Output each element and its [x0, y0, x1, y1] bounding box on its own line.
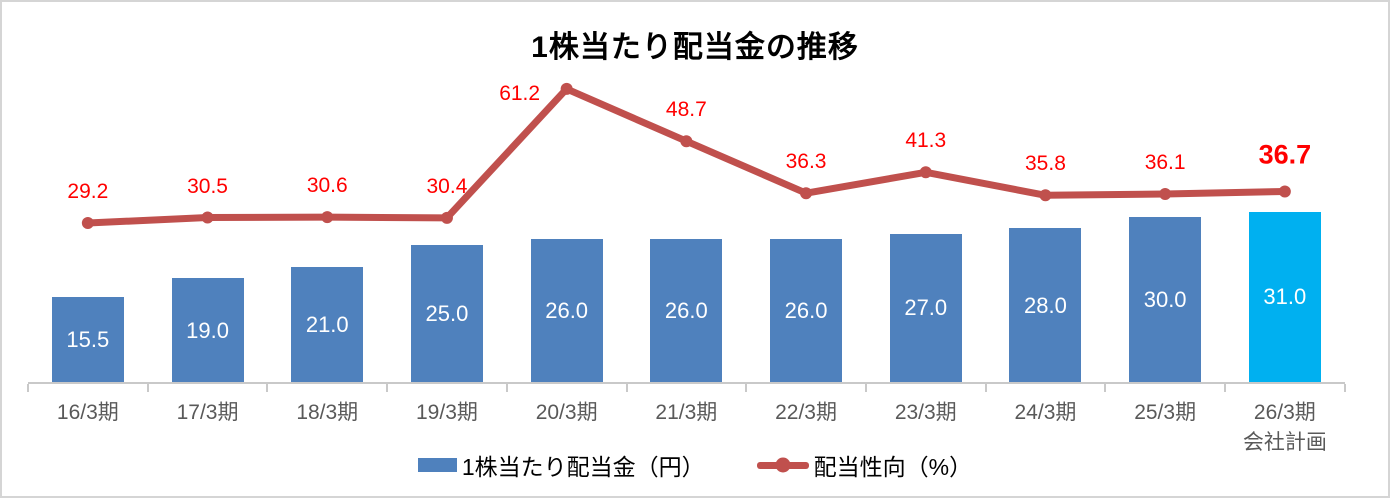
line-point-marker: [440, 211, 453, 224]
x-axis-label-17/3期: 17/3期: [176, 401, 239, 424]
bar-value-label: 26.0: [784, 298, 828, 324]
legend-item-line: 配当性向（%）: [756, 448, 973, 482]
x-axis-label-18/3期: 18/3期: [296, 401, 359, 424]
line-point-marker: [560, 82, 573, 95]
line-point-marker: [1039, 189, 1052, 202]
x-axis-tick: [864, 384, 867, 392]
x-axis-tick: [27, 384, 29, 392]
line-value-label: 48.7: [665, 98, 707, 122]
x-axis-label-25/3期: 25/3期: [1134, 401, 1197, 424]
legend: 1株当たり配当金（円） 配当性向（%）: [2, 448, 1388, 482]
line-value-label: 30.4: [426, 174, 468, 198]
bar-25/3期: [1129, 217, 1202, 383]
bar-value-label: 19.0: [186, 317, 229, 343]
x-axis-tick: [146, 384, 149, 392]
line-point-marker: [1278, 185, 1291, 198]
bar-value-label: 15.5: [66, 327, 110, 353]
bar-value-label: 28.0: [1024, 292, 1067, 318]
x-axis-label-23/3期: 23/3期: [894, 401, 957, 424]
line-value-label: 36.1: [1144, 151, 1186, 175]
bar-value-label: 30.0: [1143, 287, 1187, 313]
x-axis-tick: [266, 384, 269, 392]
legend-label-bar: 1株当たり配当金（円）: [461, 454, 705, 480]
line-value-label: 61.2: [499, 81, 541, 105]
x-axis-tick: [505, 384, 508, 392]
line-value-label: 30.6: [306, 174, 348, 198]
line-swatch-icon: [756, 457, 809, 473]
x-axis-line: [28, 382, 1345, 384]
line-point-marker: [919, 166, 932, 179]
x-axis-tick: [1224, 384, 1226, 392]
x-axis-tick: [984, 384, 987, 392]
bar-value-label: 21.0: [305, 312, 349, 338]
line-value-label: 36.7: [1258, 139, 1312, 170]
bar-26/3期: [1248, 211, 1321, 383]
x-axis-label-24/3期: 24/3期: [1014, 401, 1077, 424]
bar-21/3期: [650, 239, 723, 383]
bar-19/3期: [410, 245, 483, 383]
bar-18/3期: [291, 267, 364, 383]
line-marker-icon: [775, 457, 791, 473]
line-point-marker: [321, 211, 334, 224]
bar-23/3期: [889, 233, 962, 383]
x-axis-label-22/3期: 22/3期: [775, 401, 837, 424]
x-axis-label-21/3期: 21/3期: [655, 401, 718, 424]
line-point-marker: [201, 211, 214, 224]
legend-item-bar: 1株当たり配当金（円）: [417, 448, 705, 482]
chart-title: 1株当たり配当金の推移: [531, 31, 859, 64]
line-point-marker: [800, 187, 813, 200]
line-value-label: 36.3: [785, 150, 827, 174]
x-axis-label-20/3期: 20/3期: [535, 401, 598, 424]
bar-16/3期: [51, 297, 124, 383]
line-point-marker: [1159, 188, 1172, 201]
bar-swatch-icon: [417, 458, 457, 472]
x-axis-tick: [386, 384, 389, 392]
bar-24/3期: [1009, 228, 1082, 383]
line-point-marker: [680, 135, 693, 148]
x-axis-tick: [745, 384, 748, 392]
bar-20/3期: [530, 239, 603, 383]
x-axis-tick: [1343, 384, 1346, 392]
bar-value-label: 26.0: [664, 298, 708, 324]
bar-value-label: 25.0: [425, 301, 469, 326]
line-point-marker: [81, 216, 94, 229]
bar-value-label: 31.0: [1263, 284, 1307, 310]
line-value-label: 30.5: [187, 174, 228, 198]
x-axis-sublabel: 会社計画: [1242, 431, 1327, 454]
bar-value-label: 27.0: [904, 295, 948, 321]
legend-label-line: 配当性向（%）: [813, 454, 973, 480]
line-value-label: 35.8: [1025, 152, 1066, 176]
x-axis-label-26/3期: 26/3期 会社計画: [1243, 398, 1327, 458]
bar-22/3期: [770, 239, 843, 383]
x-axis-label-16/3期: 16/3期: [56, 401, 119, 424]
line-value-label: 29.2: [67, 179, 109, 203]
x-axis-tick: [625, 384, 628, 392]
bar-value-label: 26.0: [545, 298, 589, 324]
x-axis-tick: [1104, 384, 1107, 392]
line-value-label: 41.3: [905, 129, 947, 153]
bar-17/3期: [171, 278, 244, 383]
x-axis-label-19/3期: 19/3期: [416, 401, 478, 424]
